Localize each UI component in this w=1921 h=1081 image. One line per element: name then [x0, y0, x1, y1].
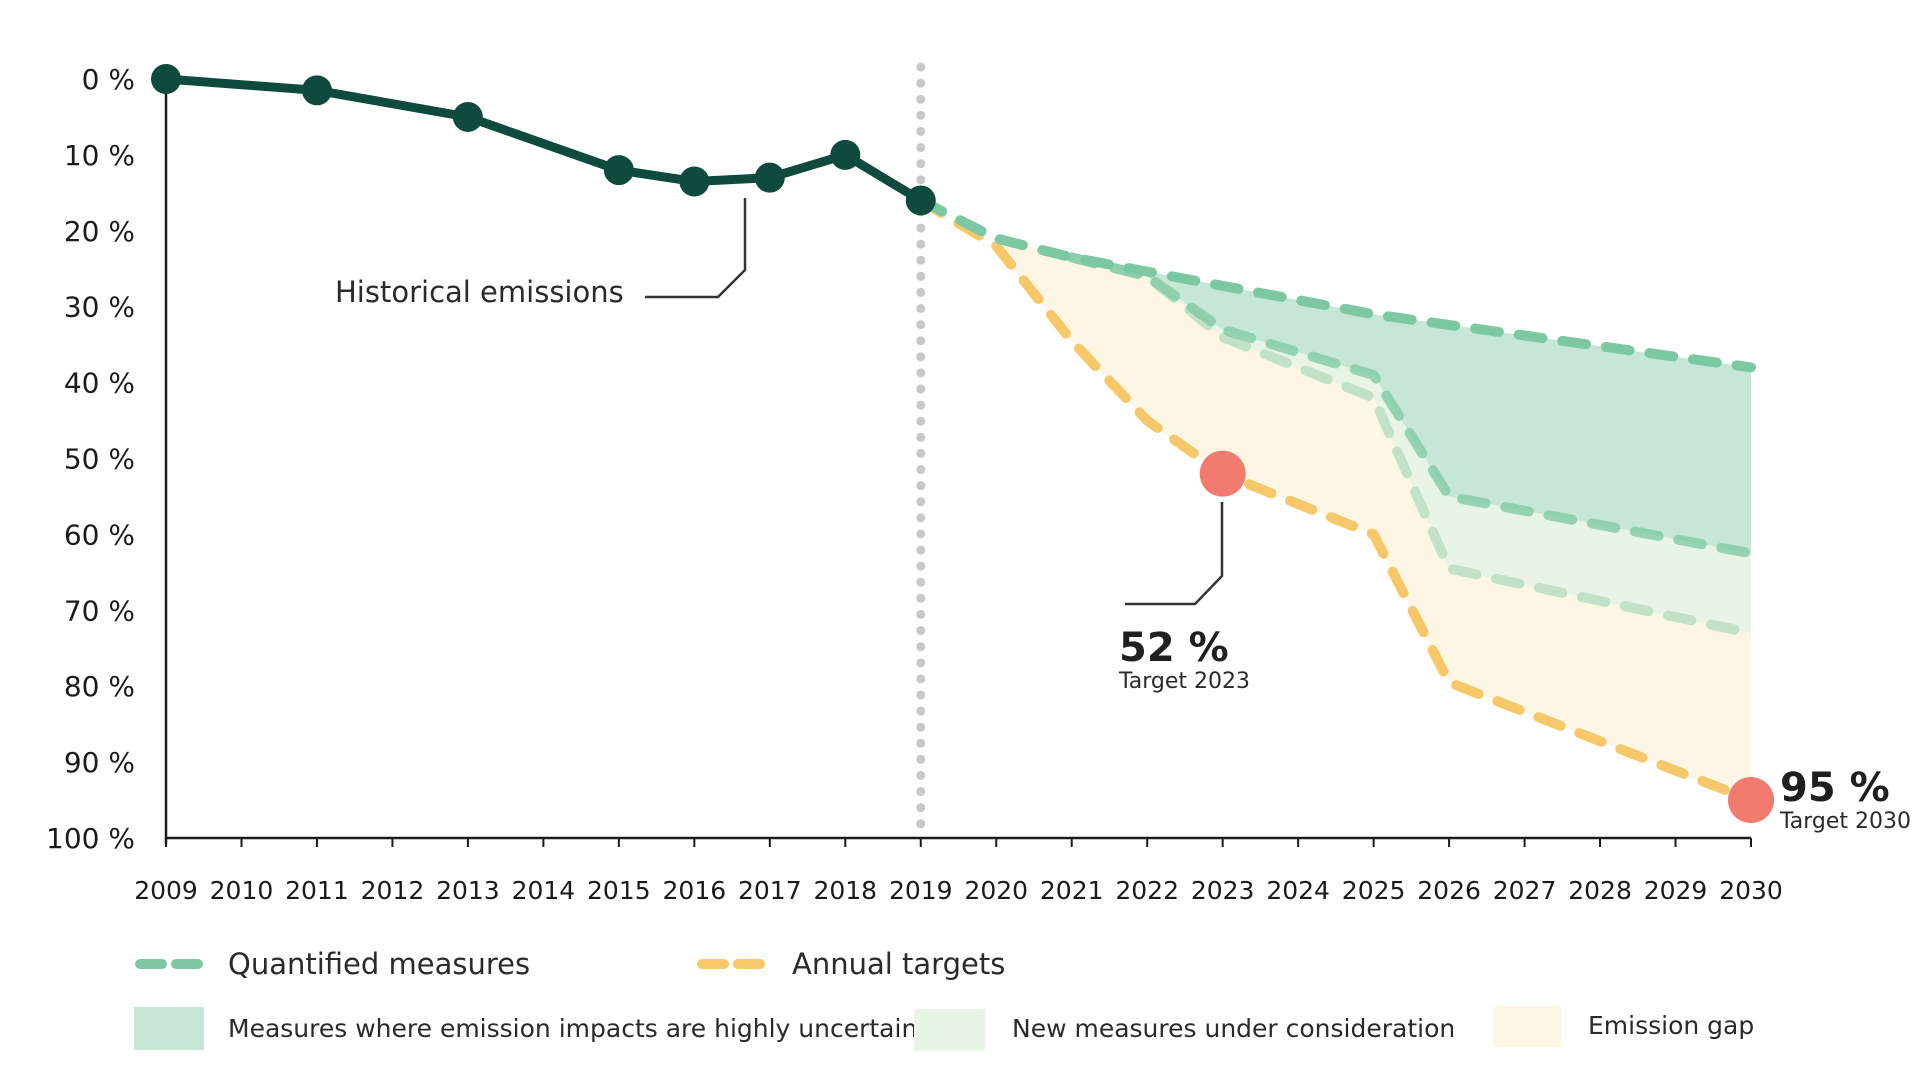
- y-tick-label: 50 %: [64, 443, 135, 476]
- series-line-quantified: [915, 195, 1756, 373]
- y-tick-label: 70 %: [64, 594, 135, 627]
- x-tick-label: 2028: [1568, 876, 1632, 905]
- legend-item-annual-targets: Annual targets: [697, 947, 1005, 981]
- chart-fills: [996, 238, 1751, 800]
- legend-label-new-measures: New measures under consideration: [1012, 1014, 1455, 1043]
- legend-swatch-uncertain: [134, 1007, 204, 1050]
- historical-point: [452, 101, 483, 132]
- y-tick-label: 80 %: [64, 670, 135, 703]
- x-tick-label: 2023: [1191, 876, 1255, 905]
- markers-layer: [151, 64, 1774, 824]
- series-layer: [161, 74, 1756, 805]
- legend-item-gap: Emission gap: [1493, 1006, 1754, 1047]
- x-tick-label: 2009: [134, 876, 198, 905]
- historical-annotation: Historical emissions: [335, 198, 747, 309]
- target-2030-annotation: 95 % Target 2030: [1779, 765, 1911, 834]
- target-marker-2030: [1728, 777, 1774, 824]
- historical-point: [603, 155, 634, 186]
- target-2023-label: Target 2023: [1118, 669, 1250, 694]
- historical-annotation-leader: [645, 198, 747, 299]
- historical-point: [301, 75, 332, 106]
- x-tick-label: 2024: [1266, 876, 1330, 905]
- legend: Quantified measures Annual targets Measu…: [134, 947, 1754, 1051]
- historical-annotation-label: Historical emissions: [335, 275, 624, 309]
- legend-item-new-measures: New measures under consideration: [914, 1009, 1455, 1051]
- target-2030-label: Target 2030: [1779, 809, 1911, 834]
- x-tick-label: 2010: [210, 876, 274, 905]
- series-line-annual-targets: [915, 195, 1756, 805]
- x-tick-label: 2016: [663, 876, 727, 905]
- x-tick-label: 2029: [1644, 876, 1708, 905]
- legend-item-quantified: Quantified measures: [135, 947, 530, 981]
- y-tick-label: 20 %: [64, 215, 135, 248]
- chart-axes: 0 % 10 % 20 % 30 % 40 % 50 % 60 % 70 % 80 % 90 % 1…: [46, 63, 1783, 905]
- target-2030-value: 95 %: [1780, 765, 1890, 811]
- historical-point: [905, 185, 936, 216]
- y-tick-label: 40 %: [64, 367, 135, 400]
- y-tick-label: 100 %: [46, 822, 135, 855]
- legend-swatch-gap: [1493, 1006, 1561, 1047]
- x-tick-label: 2027: [1493, 876, 1557, 905]
- y-tick-label: 60 %: [64, 518, 135, 551]
- x-tick-label: 2025: [1342, 876, 1406, 905]
- historical-point: [830, 139, 861, 170]
- x-tick-label: 2026: [1417, 876, 1481, 905]
- legend-swatch-new-measures: [914, 1009, 985, 1051]
- legend-label-gap: Emission gap: [1588, 1011, 1754, 1040]
- legend-label-annual-targets: Annual targets: [792, 947, 1005, 981]
- x-tick-label: 2021: [1040, 876, 1104, 905]
- historical-point: [679, 166, 710, 197]
- target-2023-leader: [1125, 502, 1224, 606]
- x-tick-label: 2013: [436, 876, 500, 905]
- y-tick-label: 90 %: [64, 746, 135, 779]
- y-tick-label: 0 %: [82, 63, 135, 96]
- x-tick-label: 2015: [587, 876, 651, 905]
- legend-label-quantified: Quantified measures: [228, 947, 530, 981]
- legend-label-uncertain: Measures where emission impacts are high…: [228, 1014, 917, 1043]
- x-tick-label: 2019: [889, 876, 953, 905]
- target-2023-value: 52 %: [1119, 625, 1229, 671]
- x-tick-label: 2014: [512, 876, 576, 905]
- x-tick-label: 2012: [361, 876, 425, 905]
- x-tick-label: 2017: [738, 876, 802, 905]
- y-tick-label: 10 %: [64, 139, 135, 172]
- x-tick-label: 2020: [964, 876, 1028, 905]
- x-tick-label: 2030: [1719, 876, 1783, 905]
- legend-item-uncertain: Measures where emission impacts are high…: [134, 1007, 917, 1050]
- target-2023-annotation: 52 % Target 2023: [1118, 502, 1250, 694]
- x-tick-label: 2018: [813, 876, 877, 905]
- x-tick-label: 2022: [1115, 876, 1179, 905]
- series-line-historical: [161, 74, 926, 205]
- target-marker-2023: [1199, 450, 1246, 497]
- y-tick-label: 30 %: [64, 291, 135, 324]
- historical-point: [151, 64, 181, 94]
- historical-point: [754, 162, 785, 193]
- x-tick-label: 2011: [285, 876, 349, 905]
